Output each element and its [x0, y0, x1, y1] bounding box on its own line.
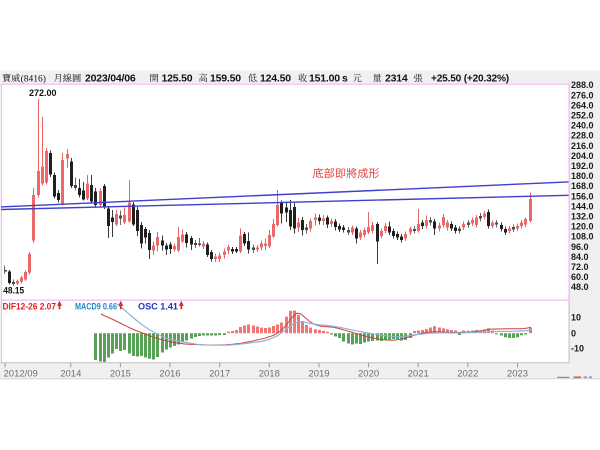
svg-text:2015: 2015	[110, 369, 131, 380]
svg-text:2314: 2314	[385, 72, 408, 84]
svg-text:48.0: 48.0	[571, 282, 589, 292]
svg-text:168.0: 168.0	[571, 181, 594, 191]
svg-text:2016: 2016	[159, 369, 180, 380]
svg-text:264.0: 264.0	[571, 100, 594, 110]
svg-text:151.00: 151.00	[309, 72, 340, 84]
svg-text:132.0: 132.0	[571, 212, 594, 222]
svg-text:-10: -10	[571, 344, 584, 354]
svg-text:288.0: 288.0	[571, 80, 594, 90]
svg-text:159.50: 159.50	[210, 72, 241, 84]
svg-text:72.0: 72.0	[571, 262, 589, 272]
svg-text:(8416): (8416)	[21, 73, 46, 84]
svg-text:DIF12-26 2.07: DIF12-26 2.07	[3, 302, 57, 312]
svg-text:2012/09: 2012/09	[4, 369, 38, 380]
svg-text:s: s	[342, 72, 348, 84]
svg-text:10: 10	[571, 313, 581, 323]
svg-text:2023: 2023	[507, 369, 528, 380]
svg-text:125.50: 125.50	[162, 72, 193, 84]
svg-text:156.0: 156.0	[571, 191, 594, 201]
svg-text:2019: 2019	[308, 369, 329, 380]
svg-text:84.0: 84.0	[571, 252, 589, 262]
svg-text:60.0: 60.0	[571, 272, 589, 282]
svg-text:MACD9 0.66: MACD9 0.66	[75, 302, 117, 312]
svg-text:216.0: 216.0	[571, 141, 594, 151]
svg-text:124.50: 124.50	[260, 72, 291, 84]
svg-text:272.00: 272.00	[29, 88, 57, 99]
svg-text:2014: 2014	[60, 369, 81, 380]
svg-text:2017: 2017	[209, 369, 230, 380]
svg-text:120.0: 120.0	[571, 222, 594, 232]
svg-text:48.15: 48.15	[3, 285, 25, 296]
svg-text:+25.50 (+20.32%): +25.50 (+20.32%)	[431, 72, 509, 84]
svg-text:144.0: 144.0	[571, 201, 594, 211]
svg-text:180.0: 180.0	[571, 171, 594, 181]
svg-text:108.0: 108.0	[571, 232, 594, 242]
svg-text:228.0: 228.0	[571, 131, 594, 141]
svg-text:2018: 2018	[259, 369, 280, 380]
svg-text:204.0: 204.0	[571, 151, 594, 161]
svg-text:2023/04/06: 2023/04/06	[85, 72, 136, 84]
svg-text:2022: 2022	[457, 369, 478, 380]
svg-text:OSC 1.41: OSC 1.41	[138, 302, 178, 312]
svg-text:252.0: 252.0	[571, 111, 594, 121]
svg-text:2020: 2020	[358, 369, 379, 380]
svg-text:240.0: 240.0	[571, 121, 594, 131]
svg-text:96.0: 96.0	[571, 242, 589, 252]
svg-text:276.0: 276.0	[571, 90, 594, 100]
svg-text:0: 0	[571, 328, 576, 338]
svg-text:2021: 2021	[408, 369, 429, 380]
svg-text:192.0: 192.0	[571, 161, 594, 171]
